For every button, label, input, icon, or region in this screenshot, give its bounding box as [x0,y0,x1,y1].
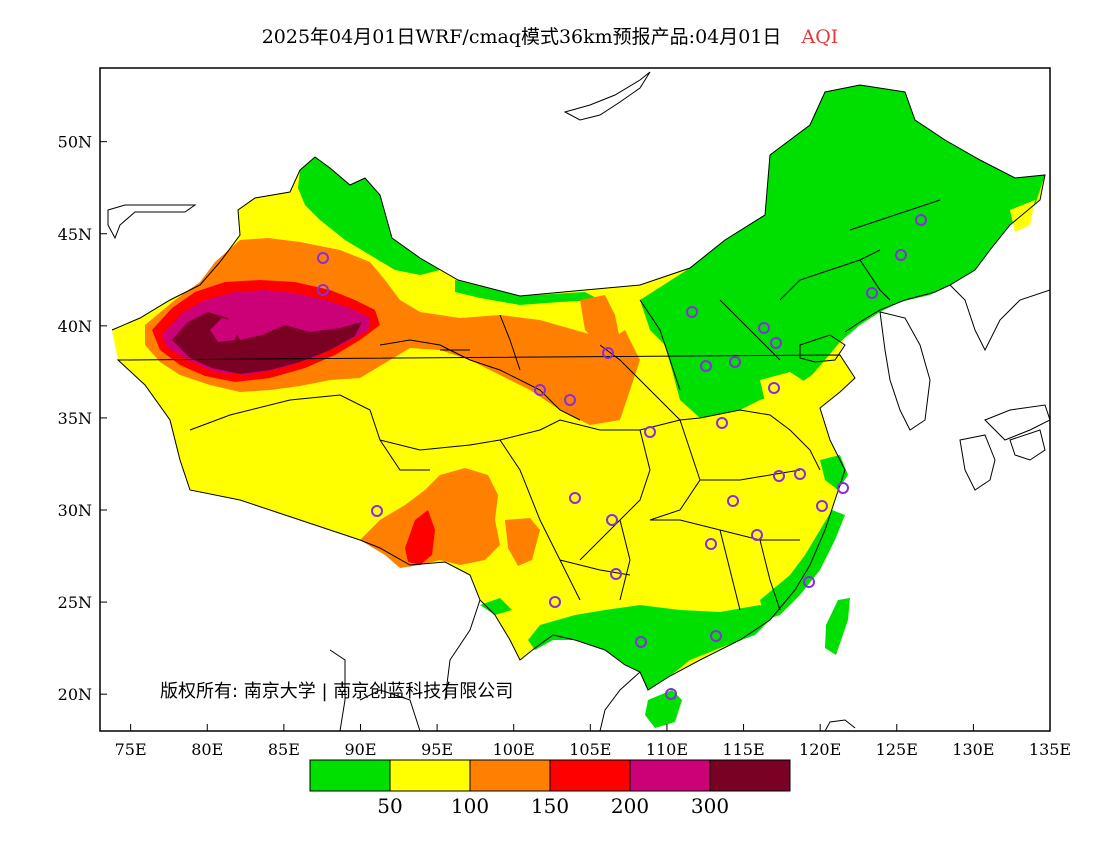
x-tick-label: 125E [876,740,918,759]
legend-label: 300 [691,794,729,818]
kazakhstan-lake [107,204,197,240]
variable-label: AQI [801,26,839,48]
y-tick-label: 45N [58,225,92,244]
x-axis: 75E 80E 85E 90E 95E 100E 105E 110E 115E 120E 125E 1… [115,724,1071,759]
se-asia-lines [329,599,481,731]
region-green-fujian [760,510,845,620]
station-marker [773,470,785,482]
station-marker [866,287,878,299]
station-marker [816,500,828,512]
map-title: 2025年04月01日WRF/cmaq模式36km预报产品:04月01日 AQI [0,22,1100,49]
station-marker [803,576,815,588]
legend-swatch [389,759,471,792]
legend-label: 50 [377,794,402,818]
bohai-coast [799,334,846,363]
station-marker [915,214,927,226]
station-marker [606,514,618,526]
station-marker [729,356,741,368]
station-marker [549,596,561,608]
station-marker [644,426,656,438]
x-tick-label: 110E [646,740,688,759]
station-marker [564,394,576,406]
x-tick-label: 100E [493,740,535,759]
x-tick-label: 75E [115,740,147,759]
map-layers [112,85,1045,728]
region-green-northeast [640,85,1045,418]
copyright-text: 版权所有: 南京大学 | 南京创蓝科技有限公司 [160,681,513,702]
station-marker [727,495,739,507]
title-text: 2025年04月01日WRF/cmaq模式36km预报产品:04月01日 [261,26,782,48]
region-yellow-nchina [760,372,810,402]
station-marker [716,417,728,429]
province-lines [189,199,941,611]
region-orange-tibet-east [505,518,540,566]
philippines-coast [824,719,856,731]
vietnam-coast [599,671,641,731]
region-orange-ningxia [580,295,620,345]
baikal [563,71,651,121]
station-marker [635,636,647,648]
color-legend: 50 100 150 200 300 [309,759,791,818]
region-magenta-inner [210,318,240,342]
region-green-sw-strip [480,598,512,615]
region-green-south-coast [528,605,775,690]
station-marker [837,482,849,494]
y-tick-label: 30N [58,501,92,520]
japan-coast [959,404,1050,491]
x-tick-label: 130E [952,740,994,759]
x-tick-label: 135E [1029,740,1071,759]
x-tick-label: 80E [191,740,223,759]
station-marker [705,538,717,550]
x-tick-label: 85E [268,740,300,759]
legend-label: 200 [611,794,649,818]
station-marker [569,492,581,504]
x-tick-label: 105E [569,740,611,759]
region-green-xinjiang-north [298,157,440,275]
legend-swatch [629,759,711,792]
station-marker [758,322,770,334]
station-marker [768,382,780,394]
station-marker [371,505,383,517]
region-yellow-ne-patch [1010,200,1035,232]
station-marker [602,347,614,359]
legend-label: 100 [451,794,489,818]
station-marker [686,306,698,318]
station-marker [794,468,806,480]
korea-coast [879,311,931,431]
region-red-tibet [405,510,435,565]
y-tick-label: 40N [58,317,92,336]
station-marker [317,284,329,296]
china-border [111,84,1046,691]
station-marker [770,337,782,349]
russia-far-east [949,284,1050,352]
legend-label: 150 [531,794,569,818]
map-frame [99,67,1051,732]
station-marker [895,249,907,261]
station-marker [710,630,722,642]
legend-swatch [549,759,631,792]
station-marker [751,529,763,541]
region-green-gansu [455,280,600,305]
y-tick-label: 20N [58,685,92,704]
station-marker [610,568,622,580]
x-tick-label: 95E [421,740,453,759]
legend-swatch [469,759,551,792]
x-tick-label: 90E [344,740,376,759]
legend-swatch [309,759,391,792]
region-green-taiwan [825,598,850,655]
x-tick-label: 120E [799,740,841,759]
station-marker [700,360,712,372]
monitoring-stations [317,214,927,700]
station-marker [665,688,677,700]
y-tick-label: 35N [58,409,92,428]
boundaries [107,71,1050,731]
station-marker [317,252,329,264]
station-marker [534,384,546,396]
legend-swatch [709,759,791,792]
x-tick-label: 115E [722,740,764,759]
y-axis: 50N 45N 40N 35N 30N 25N 20N [58,133,107,704]
y-tick-label: 25N [58,593,92,612]
y-tick-label: 50N [58,133,92,152]
